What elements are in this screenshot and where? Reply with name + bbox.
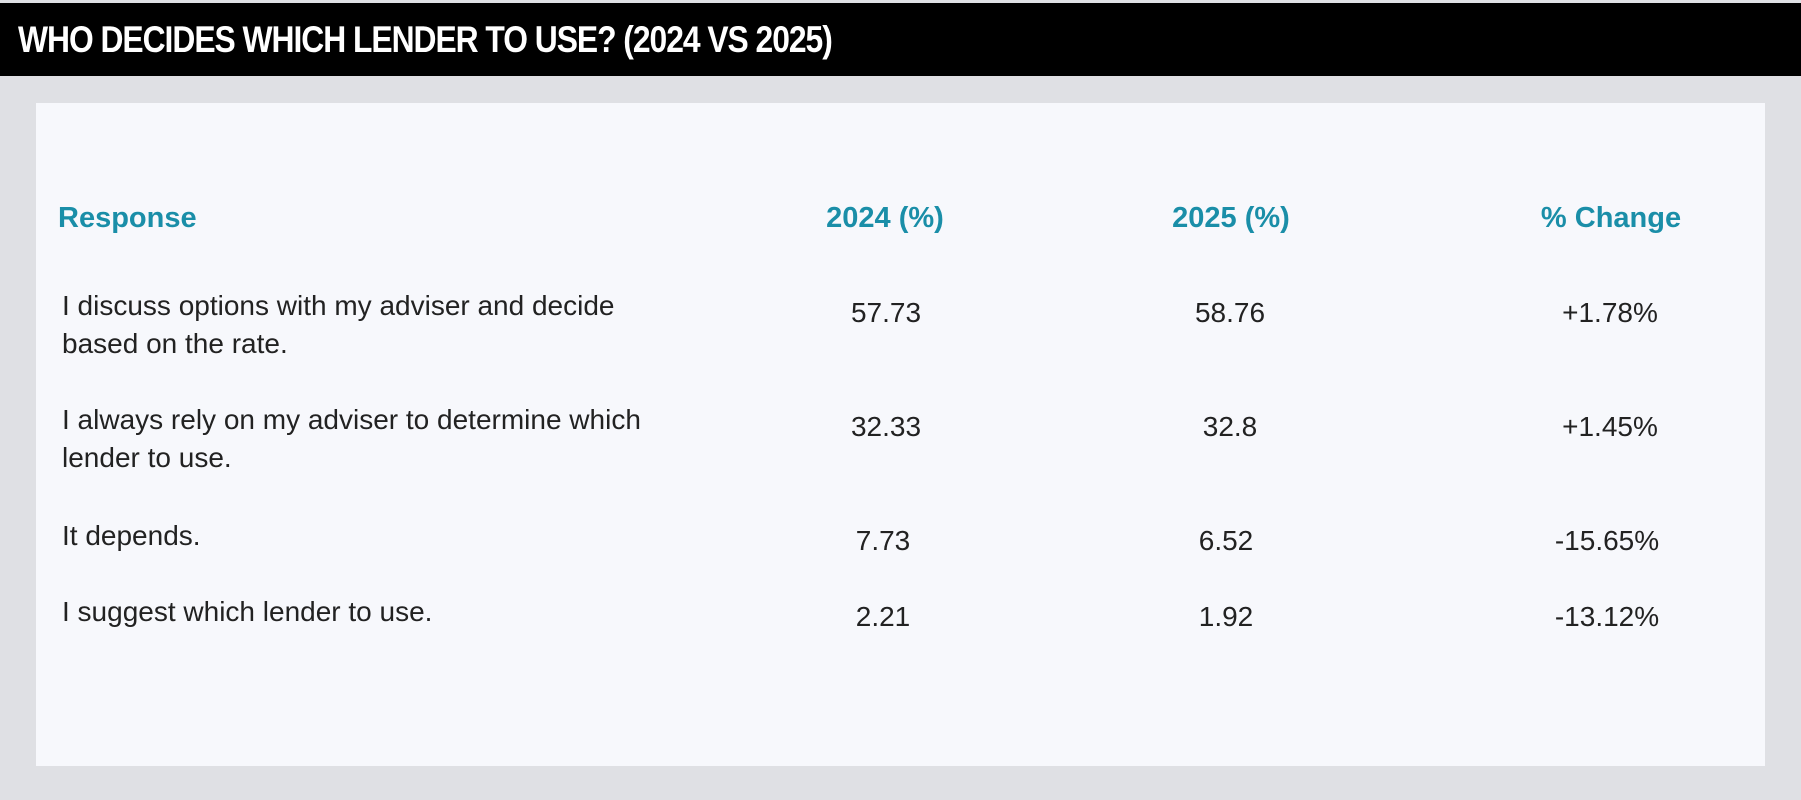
title-bar: WHO DECIDES WHICH LENDER TO USE? (2024 V…: [0, 3, 1801, 76]
row-value-2024: 2.21: [855, 601, 911, 632]
row-value-change: -15.65%: [1554, 525, 1660, 556]
row-value-2025: 32.8: [1202, 411, 1258, 442]
row-value-2024: 32.33: [850, 411, 922, 442]
row-value-2024: 7.73: [855, 525, 911, 556]
table-panel: [36, 103, 1765, 766]
row-value-2025: 1.92: [1198, 601, 1254, 632]
column-header-response: Response: [58, 202, 197, 234]
row-response: I suggest which lender to use.: [62, 596, 433, 627]
row-response: I discuss options with my adviser and de…: [62, 290, 615, 359]
column-header-2025: 2025 (%): [1172, 202, 1290, 234]
chart-title: WHO DECIDES WHICH LENDER TO USE? (2024 V…: [18, 19, 833, 60]
row-response: It depends.: [62, 520, 201, 551]
row-value-change: +1.78%: [1562, 297, 1658, 328]
column-header-change: % Change: [1540, 202, 1682, 234]
row-value-change: +1.45%: [1562, 411, 1658, 442]
row-response: I always rely on my adviser to determine…: [62, 404, 641, 473]
row-value-change: -13.12%: [1554, 601, 1660, 632]
row-value-2025: 58.76: [1194, 297, 1266, 328]
row-value-2024: 57.73: [850, 297, 922, 328]
row-value-2025: 6.52: [1198, 525, 1254, 556]
column-header-2024: 2024 (%): [826, 202, 944, 234]
